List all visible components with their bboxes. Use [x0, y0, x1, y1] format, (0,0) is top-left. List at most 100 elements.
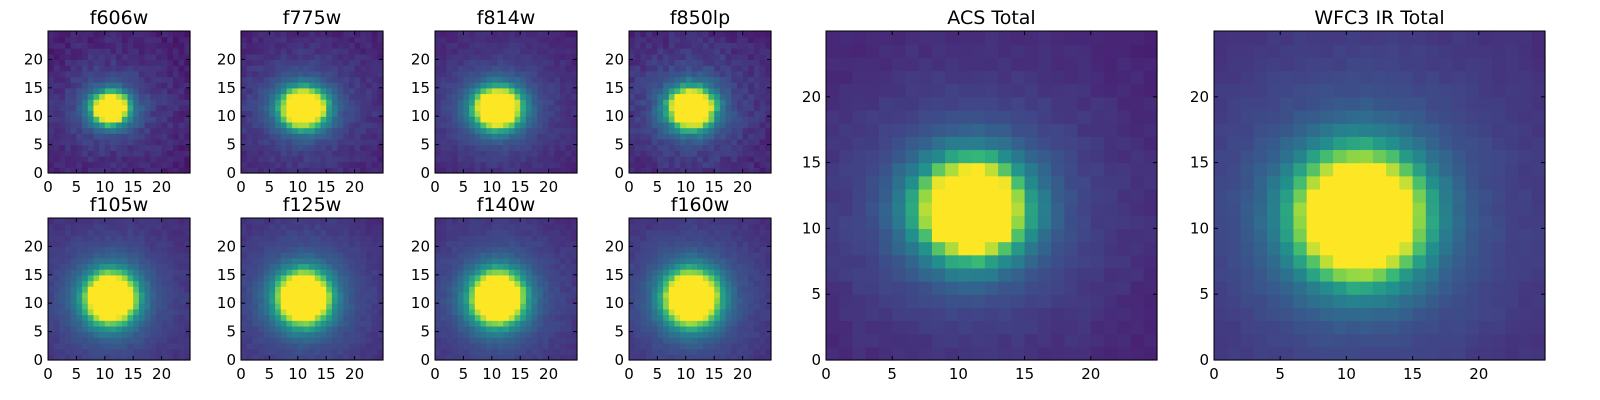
- heatmap-cell: [759, 59, 766, 66]
- y-tick-label: 10: [605, 107, 624, 125]
- heatmap-cell: [280, 303, 288, 310]
- heatmap-cell: [104, 116, 112, 123]
- x-tick-label: 15: [705, 178, 724, 196]
- x-tick-label: 20: [539, 365, 558, 383]
- heatmap-cell: [303, 161, 310, 168]
- heatmap-cell: [640, 116, 647, 123]
- heatmap-cell: [759, 325, 766, 333]
- heatmap-cell: [258, 144, 265, 151]
- heatmap-cell: [474, 297, 482, 304]
- heatmap-cell: [252, 308, 259, 316]
- heatmap-cell: [548, 65, 555, 72]
- heatmap-cell: [668, 144, 676, 151]
- heatmap-cell: [320, 291, 327, 299]
- heatmap-cell: [172, 218, 180, 225]
- heatmap-cell: [440, 348, 447, 355]
- heatmap-cell: [365, 155, 373, 163]
- heatmap-cell: [133, 42, 140, 49]
- heatmap-cell: [252, 342, 259, 350]
- heatmap-cell: [508, 161, 516, 168]
- heatmap-cell: [155, 82, 163, 89]
- heatmap-cell: [525, 354, 533, 361]
- heatmap-cell: [377, 223, 384, 230]
- heatmap-cell: [503, 240, 510, 247]
- heatmap-cell: [463, 354, 470, 361]
- heatmap-cell: [731, 291, 738, 299]
- heatmap-cell: [640, 167, 647, 174]
- heatmap-cell: [161, 121, 168, 129]
- heatmap-cell: [548, 354, 555, 361]
- heatmap-cell: [480, 235, 487, 242]
- heatmap-cell: [138, 223, 146, 230]
- heatmap-cell: [714, 133, 721, 140]
- heatmap-cell: [82, 229, 89, 236]
- heatmap-cell: [537, 82, 544, 89]
- heatmap-cell: [65, 314, 72, 321]
- heatmap-cell: [241, 36, 248, 43]
- heatmap-cell: [452, 291, 459, 299]
- heatmap-cell: [548, 53, 555, 60]
- heatmap-cell: [542, 110, 550, 117]
- heatmap-cell: [82, 263, 89, 270]
- heatmap-cell: [691, 121, 698, 129]
- heatmap-cell: [542, 161, 550, 168]
- heatmap-cell: [565, 76, 572, 83]
- heatmap-cell: [371, 348, 378, 355]
- heatmap-cell: [486, 48, 493, 55]
- heatmap-cell: [486, 223, 493, 230]
- heatmap-cell: [155, 48, 163, 55]
- heatmap-cell: [150, 110, 157, 117]
- heatmap-cell: [116, 161, 123, 168]
- heatmap-cell: [252, 218, 259, 225]
- heatmap-cell: [759, 161, 766, 168]
- heatmap-cell: [765, 325, 772, 333]
- heatmap-cell: [440, 291, 447, 299]
- heatmap-cell: [474, 229, 482, 236]
- heatmap-cell: [172, 150, 180, 157]
- heatmap-cell: [178, 218, 185, 225]
- heatmap-cell: [463, 240, 470, 247]
- heatmap-cell: [446, 116, 453, 123]
- heatmap-cell: [554, 70, 561, 78]
- heatmap-cell: [121, 337, 129, 344]
- heatmap-cell: [731, 342, 738, 350]
- heatmap-cell: [104, 31, 112, 38]
- heatmap-cell: [531, 127, 538, 134]
- heatmap-cell: [116, 280, 123, 287]
- heatmap-cell: [753, 110, 761, 117]
- heatmap-cell: [508, 82, 516, 89]
- heatmap-cell: [691, 342, 698, 350]
- heatmap-cell: [155, 297, 163, 304]
- heatmap-cell: [70, 70, 77, 78]
- heatmap-cell: [269, 144, 276, 151]
- heatmap-cell: [503, 246, 510, 253]
- heatmap-cell: [53, 116, 60, 123]
- heatmap-cell: [480, 70, 487, 78]
- heatmap-cell: [184, 342, 191, 350]
- heatmap-cell: [440, 133, 447, 140]
- heatmap-cell: [258, 348, 265, 355]
- heatmap-cell: [731, 138, 738, 146]
- heatmap-cell: [725, 331, 732, 338]
- heatmap-cell: [93, 167, 100, 174]
- heatmap-cell: [542, 104, 550, 112]
- heatmap-cell: [167, 70, 174, 78]
- heatmap-cell: [474, 167, 482, 174]
- heatmap-cell: [520, 274, 527, 282]
- heatmap-cell: [82, 269, 89, 276]
- heatmap-cell: [668, 116, 676, 123]
- heatmap-cell: [674, 274, 681, 282]
- heatmap-cell: [127, 116, 134, 123]
- heatmap-cell: [548, 257, 555, 265]
- heatmap-cell: [640, 337, 647, 344]
- x-tick-label: 0: [43, 178, 53, 196]
- heatmap-cell: [765, 308, 772, 316]
- heatmap-cell: [121, 218, 129, 225]
- heatmap-cell: [331, 110, 339, 117]
- heatmap-cell: [314, 70, 322, 78]
- heatmap-cell: [554, 325, 561, 333]
- heatmap-cell: [571, 263, 578, 270]
- heatmap-cell: [474, 303, 482, 310]
- heatmap-cell: [742, 155, 749, 163]
- heatmap-cell: [331, 218, 339, 225]
